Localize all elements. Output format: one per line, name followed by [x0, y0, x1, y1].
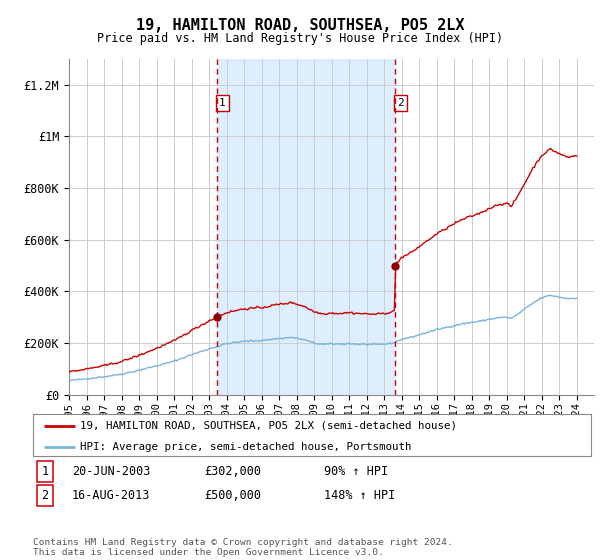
- Text: Contains HM Land Registry data © Crown copyright and database right 2024.
This d: Contains HM Land Registry data © Crown c…: [33, 538, 453, 557]
- Bar: [217, 59, 395, 395]
- Text: £302,000: £302,000: [204, 465, 261, 478]
- Text: 2: 2: [397, 98, 404, 108]
- Text: 1: 1: [41, 465, 49, 478]
- Text: 19, HAMILTON ROAD, SOUTHSEA, PO5 2LX (semi-detached house): 19, HAMILTON ROAD, SOUTHSEA, PO5 2LX (se…: [80, 421, 457, 431]
- Text: £500,000: £500,000: [204, 489, 261, 502]
- Text: 16-AUG-2013: 16-AUG-2013: [72, 489, 151, 502]
- Text: HPI: Average price, semi-detached house, Portsmouth: HPI: Average price, semi-detached house,…: [80, 442, 412, 452]
- Text: 1: 1: [219, 98, 226, 108]
- Text: 148% ↑ HPI: 148% ↑ HPI: [324, 489, 395, 502]
- Text: 2: 2: [41, 489, 49, 502]
- Text: 19, HAMILTON ROAD, SOUTHSEA, PO5 2LX: 19, HAMILTON ROAD, SOUTHSEA, PO5 2LX: [136, 18, 464, 33]
- Text: 90% ↑ HPI: 90% ↑ HPI: [324, 465, 388, 478]
- Text: 20-JUN-2003: 20-JUN-2003: [72, 465, 151, 478]
- Text: Price paid vs. HM Land Registry's House Price Index (HPI): Price paid vs. HM Land Registry's House …: [97, 32, 503, 45]
